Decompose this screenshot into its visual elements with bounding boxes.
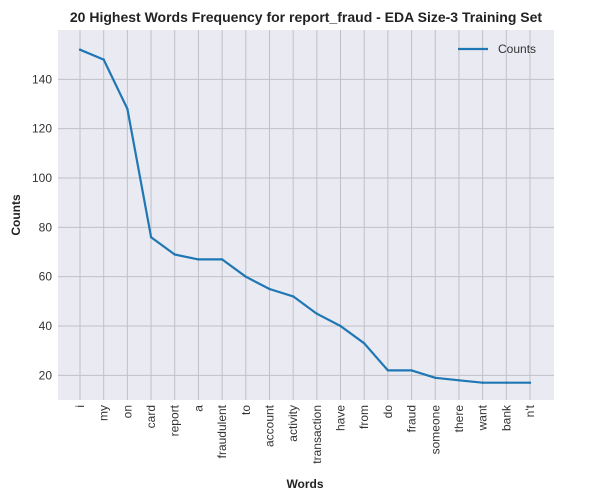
data-point	[386, 369, 390, 372]
legend-label: Counts	[498, 42, 536, 56]
data-point	[339, 324, 342, 328]
x-tick-label: i	[73, 405, 87, 408]
x-tick-label: activity	[286, 405, 300, 442]
y-axis-label: Counts	[9, 194, 23, 236]
data-point	[291, 295, 295, 298]
data-point	[173, 253, 176, 256]
data-point	[197, 258, 200, 261]
x-tick-label: from	[357, 405, 371, 429]
x-tick-label: my	[97, 405, 111, 421]
x-tick-label: n't	[523, 404, 537, 417]
data-point	[505, 381, 508, 384]
data-point	[457, 379, 461, 382]
x-tick-label: transaction	[310, 405, 324, 464]
y-tick-label: 60	[39, 270, 53, 284]
x-tick-label: account	[262, 404, 276, 447]
data-points	[78, 48, 532, 384]
plot-area	[58, 30, 554, 400]
y-tick-label: 100	[32, 171, 52, 185]
x-tick-label: there	[452, 405, 466, 433]
x-tick-label: have	[334, 405, 348, 431]
data-point	[528, 381, 532, 384]
x-tick-label: do	[381, 405, 395, 419]
data-point	[78, 48, 82, 51]
data-point	[244, 275, 247, 278]
x-tick-label: fraudulent	[215, 404, 229, 458]
data-point	[268, 287, 271, 291]
data-point	[315, 312, 319, 315]
data-point	[481, 381, 484, 384]
data-point	[220, 258, 224, 261]
x-tick-label: fraud	[405, 405, 419, 432]
x-tick-label: want	[476, 404, 490, 431]
chart-title: 20 Highest Words Frequency for report_fr…	[70, 9, 543, 25]
x-tick-label: card	[144, 405, 158, 428]
data-point	[363, 342, 366, 345]
data-point	[434, 376, 437, 379]
y-tick-label: 20	[39, 368, 53, 382]
x-tick-label: to	[239, 405, 253, 415]
y-tick-label: 80	[39, 220, 53, 234]
x-axis-label: Words	[286, 477, 323, 491]
legend: Counts	[458, 42, 536, 56]
y-tick-label: 40	[39, 319, 53, 333]
y-tick-label: 120	[32, 122, 52, 136]
x-tick-label: a	[191, 405, 205, 412]
data-point	[102, 58, 105, 61]
x-tick-label: report	[168, 404, 182, 436]
data-point	[149, 236, 153, 239]
x-tick-label: on	[120, 405, 134, 418]
grid-lines	[58, 30, 554, 400]
data-point	[126, 107, 129, 111]
x-tick-label: someone	[428, 405, 442, 455]
y-axis-ticks: 20 40 60 80 100 120 140	[32, 72, 52, 382]
y-tick-label: 140	[32, 72, 52, 86]
x-tick-label: bank	[499, 404, 513, 431]
data-point	[410, 369, 413, 372]
series-line-counts	[79, 48, 530, 384]
x-axis-ticks: i my on card report a fraudulent to account activ…	[73, 404, 537, 464]
